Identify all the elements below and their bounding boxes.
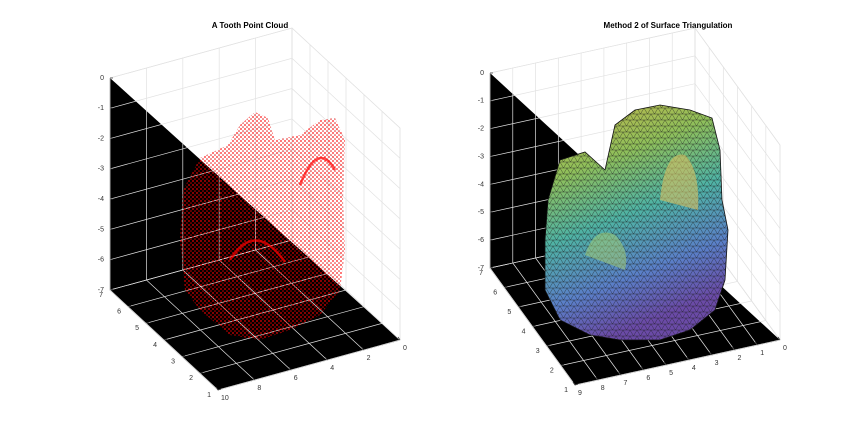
y-tick xyxy=(199,372,204,374)
x-tick-label: 2 xyxy=(367,355,371,362)
y-tick-label: 6 xyxy=(493,289,497,296)
x-tick-label: 8 xyxy=(601,385,605,392)
z-tick-label: -1 xyxy=(478,98,484,105)
z-tick-label: -5 xyxy=(98,226,104,233)
x-tick xyxy=(288,366,292,371)
x-tick xyxy=(663,361,667,366)
y-tick xyxy=(504,286,508,288)
z-tick-label: -7 xyxy=(98,287,104,294)
y-tick-label: 4 xyxy=(522,328,526,335)
x-tick-label: 0 xyxy=(403,345,407,352)
x-tick xyxy=(754,341,758,346)
z-tick-label: -7 xyxy=(478,265,484,272)
x-tick-label: 7 xyxy=(624,380,628,387)
y-tick xyxy=(489,266,494,269)
x-tick xyxy=(618,371,621,376)
y-tick-label: 2 xyxy=(189,375,193,382)
y-tick-label: 3 xyxy=(536,348,540,355)
x-tick xyxy=(572,381,576,386)
x-tick-label: 2 xyxy=(737,355,741,362)
surface-cusp xyxy=(660,154,699,210)
y-tick-label: 1 xyxy=(207,392,211,399)
point-cloud xyxy=(180,112,345,340)
grid-line xyxy=(146,68,255,381)
y-tick xyxy=(560,364,564,366)
x-tick-label: 6 xyxy=(646,375,650,382)
y-tick-label: 4 xyxy=(153,342,157,349)
x-tick-label: 9 xyxy=(578,390,582,397)
x-tick xyxy=(252,376,255,381)
z-tick-label: 0 xyxy=(100,75,104,82)
grid-line xyxy=(109,78,219,391)
y-tick xyxy=(163,338,168,341)
x-tick xyxy=(397,336,401,341)
x-tick xyxy=(686,356,690,361)
x-tick xyxy=(215,386,219,391)
grid-line xyxy=(512,68,599,381)
y-tick-label: 2 xyxy=(550,367,554,374)
z-tick-label: -4 xyxy=(98,196,104,203)
x-tick xyxy=(777,336,781,341)
x-tick xyxy=(641,366,644,371)
point-cloud-ridge xyxy=(228,156,337,263)
y-tick xyxy=(532,325,536,327)
x-tick-label: 4 xyxy=(330,365,334,372)
y-tick-label: 1 xyxy=(564,387,568,394)
x-tick-label: 1 xyxy=(760,350,764,357)
x-tick xyxy=(732,346,735,351)
z-tick-label: -2 xyxy=(478,126,484,133)
x-tick-label: 8 xyxy=(257,385,261,392)
x-tick-label: 4 xyxy=(692,365,696,372)
y-tick-label: 7 xyxy=(99,292,103,299)
x-tick-label: 3 xyxy=(715,360,719,367)
y-tick xyxy=(181,355,186,357)
z-tick-label: -1 xyxy=(98,105,104,112)
y-tick-label: 6 xyxy=(117,309,121,316)
grid-line xyxy=(489,73,576,386)
x-tick-label: 6 xyxy=(294,375,298,382)
z-tick-label: -3 xyxy=(98,166,104,173)
z-tick-label: -3 xyxy=(478,153,484,160)
grid-line xyxy=(535,63,621,376)
x-tick-label: 10 xyxy=(221,395,229,402)
y-tick-label: 3 xyxy=(171,359,175,366)
y-tick xyxy=(127,305,132,307)
surface-cusp xyxy=(585,232,627,270)
x-tick xyxy=(361,346,364,351)
z-tick-label: -6 xyxy=(98,257,104,264)
chart-title: Method 2 of Surface Triangulation xyxy=(604,21,733,30)
z-tick-label: -4 xyxy=(478,181,484,188)
surface-mesh xyxy=(544,104,729,341)
x-tick xyxy=(709,351,712,356)
x-tick xyxy=(595,376,599,381)
y-tick xyxy=(109,288,114,291)
x-tick-label: 0 xyxy=(783,345,787,352)
y-tick xyxy=(217,388,222,391)
y-tick-label: 5 xyxy=(135,325,139,332)
x-tick-label: 5 xyxy=(669,370,673,377)
z-tick-label: -2 xyxy=(98,135,104,142)
z-tick-label: -5 xyxy=(478,209,484,216)
y-tick xyxy=(518,305,522,308)
y-tick xyxy=(574,383,579,386)
z-tick-label: 0 xyxy=(480,70,484,77)
y-tick-label: 5 xyxy=(507,309,511,316)
z-tick-label: -6 xyxy=(478,237,484,244)
y-tick xyxy=(546,344,550,347)
x-tick xyxy=(324,356,328,361)
y-tick-label: 7 xyxy=(479,270,483,277)
y-tick xyxy=(145,322,150,324)
chart-title: A Tooth Point Cloud xyxy=(212,21,289,30)
